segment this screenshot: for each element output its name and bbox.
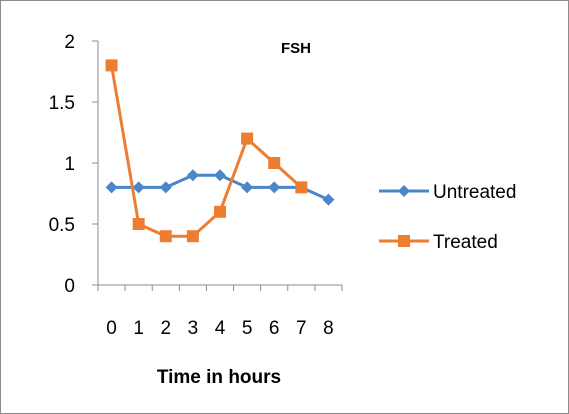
data-point <box>322 193 335 206</box>
data-point <box>295 181 308 194</box>
y-tick-label: 0.5 <box>49 215 75 236</box>
x-tick-label: 3 <box>188 318 199 339</box>
data-point <box>268 157 281 169</box>
y-tick-label: 0 <box>64 276 75 297</box>
data-point <box>159 230 172 243</box>
data-point <box>105 181 118 194</box>
data-point <box>241 132 254 145</box>
legend: Untreated Treated <box>379 182 516 253</box>
x-tick-label: 7 <box>296 318 307 339</box>
chart-title: FSH <box>281 40 311 57</box>
legend-item-treated: Treated <box>379 232 498 253</box>
series-layer <box>105 59 335 243</box>
data-point <box>214 169 226 182</box>
legend-marker <box>398 235 410 247</box>
data-point <box>186 169 199 182</box>
x-tick-label: 0 <box>106 318 117 339</box>
data-point <box>132 181 145 194</box>
legend-label: Treated <box>433 232 498 253</box>
x-axis-label: Time in hours <box>157 367 281 388</box>
series-line <box>110 65 303 238</box>
y-tick-label: 2 <box>64 32 75 53</box>
x-tick-label: 8 <box>323 318 334 339</box>
x-tick-label: 6 <box>269 318 280 339</box>
series-treated <box>105 59 308 243</box>
data-point <box>186 230 199 243</box>
data-point <box>132 218 145 230</box>
legend-item-untreated: Untreated <box>379 182 516 203</box>
data-point <box>241 181 254 194</box>
data-point <box>268 181 281 194</box>
x-tick-label: 1 <box>133 318 144 339</box>
x-tick-label: 2 <box>160 318 171 339</box>
x-tick-label: 5 <box>242 318 253 339</box>
data-point <box>105 59 118 72</box>
x-tick-label: 4 <box>215 318 226 339</box>
data-point <box>214 205 226 218</box>
y-ticks: 0 0.5 1 1.5 2 <box>49 32 98 297</box>
data-point <box>159 181 172 194</box>
legend-label: Untreated <box>433 182 516 203</box>
legend-marker <box>398 185 410 197</box>
y-tick-label: 1.5 <box>49 93 75 114</box>
y-tick-label: 1 <box>64 154 75 175</box>
axes <box>97 41 342 286</box>
